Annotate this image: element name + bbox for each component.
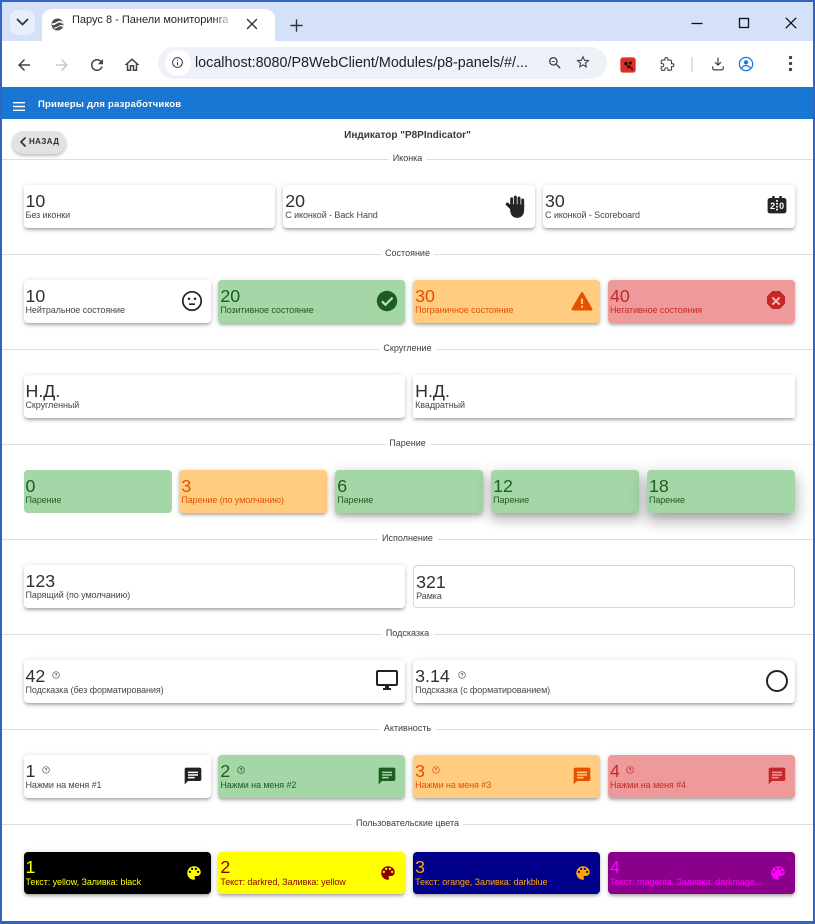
svg-text:0: 0 bbox=[779, 201, 784, 211]
svg-text:2: 2 bbox=[770, 201, 775, 211]
